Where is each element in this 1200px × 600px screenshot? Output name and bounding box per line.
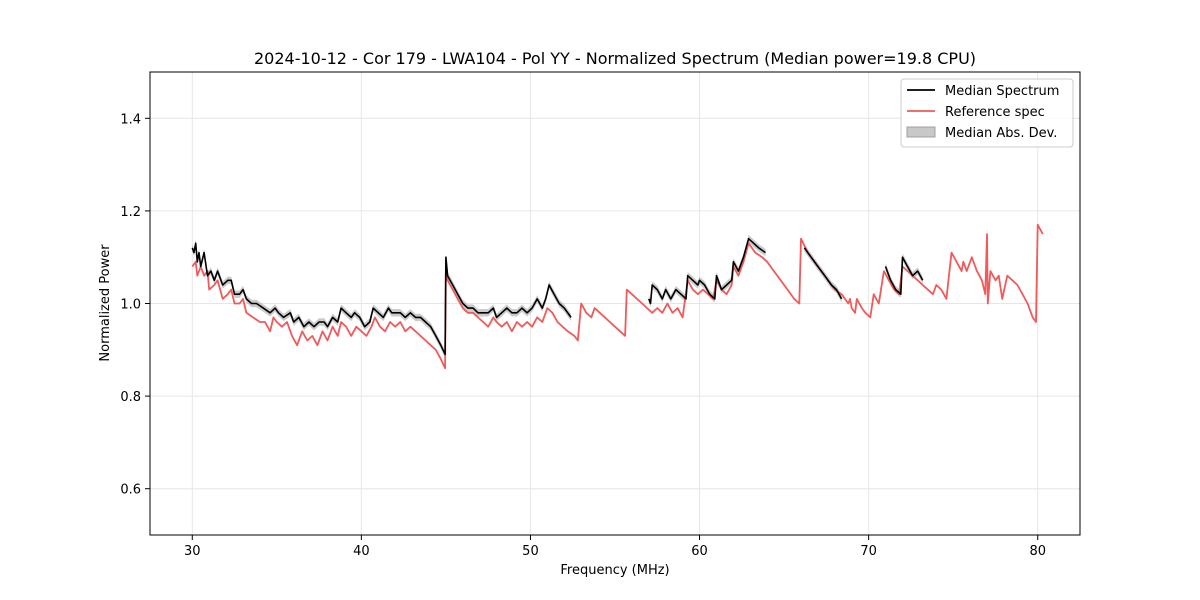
x-tick-label: 60: [691, 544, 708, 559]
y-axis-label: Normalized Power: [98, 244, 113, 362]
x-tick-label: 50: [522, 544, 539, 559]
y-axis-ticks: 0.6 0.8 1.0 1.2 1.4: [120, 112, 150, 498]
legend-mad-swatch: [906, 126, 936, 138]
y-tick-label: 0.8: [120, 390, 141, 405]
x-axis-label: Frequency (MHz): [560, 563, 669, 578]
median-spectrum-line: [884, 256, 924, 295]
x-tick-label: 80: [1029, 544, 1046, 559]
legend-mad-label: Median Abs. Dev.: [945, 126, 1057, 141]
legend: Median Spectrum Reference spec Median Ab…: [900, 78, 1074, 148]
y-tick-label: 1.2: [120, 205, 141, 220]
y-tick-label: 0.6: [120, 483, 141, 498]
mad-band: [648, 235, 766, 308]
median-spectrum-line: [191, 242, 572, 356]
legend-box: [900, 78, 1074, 148]
median-spectrum-layer: [191, 237, 924, 356]
legend-reference-label: Reference spec: [945, 105, 1045, 120]
median-spectrum-line: [648, 237, 766, 305]
x-axis-ticks: 30 40 50 60 70 80: [184, 535, 1046, 559]
x-tick-label: 40: [353, 544, 370, 559]
legend-median-label: Median Spectrum: [945, 84, 1059, 99]
y-tick-label: 1.0: [120, 298, 141, 313]
y-tick-label: 1.4: [120, 112, 141, 127]
x-tick-label: 70: [860, 544, 877, 559]
reference-spectrum-layer: [191, 223, 1044, 370]
median-spectrum-line: [803, 247, 843, 300]
x-tick-label: 30: [184, 544, 201, 559]
chart-title: 2024-10-12 - Cor 179 - LWA104 - Pol YY -…: [254, 49, 976, 68]
reference-spectrum-line: [191, 223, 1044, 370]
